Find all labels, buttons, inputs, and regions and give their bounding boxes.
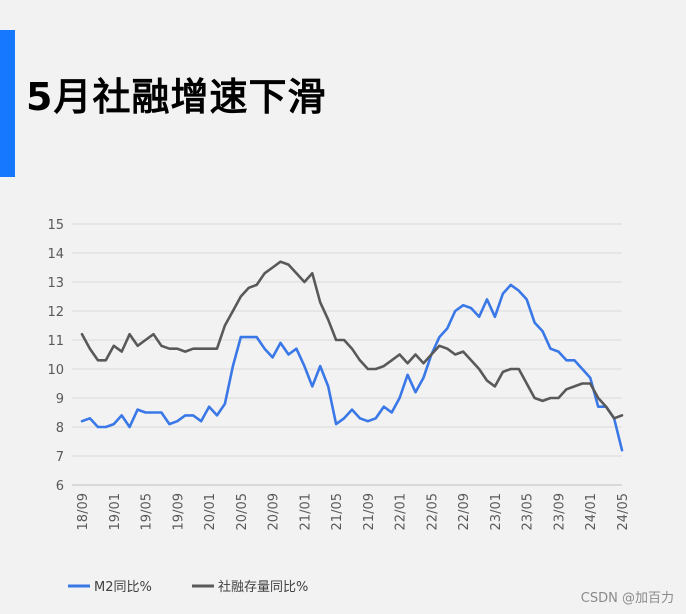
x-tick-label: 19/05 bbox=[140, 493, 155, 530]
y-tick-label: 13 bbox=[47, 276, 64, 291]
legend-label: 社融存量同比% bbox=[218, 579, 308, 595]
series-lines bbox=[80, 260, 624, 452]
legend-label: M2同比% bbox=[94, 580, 152, 595]
x-axis: 18/09 19/01 19/05 19/09 20/01 20/05 20/09 21/01… bbox=[76, 493, 631, 530]
y-tick-label: 9 bbox=[56, 392, 64, 407]
y-tick-label: 7 bbox=[56, 450, 64, 465]
x-tick-label: 22/09 bbox=[457, 493, 472, 530]
legend: M2同比% 社融存量同比% bbox=[68, 579, 308, 595]
y-tick-label: 6 bbox=[56, 479, 64, 494]
y-tick-label: 15 bbox=[47, 218, 64, 233]
x-tick-label: 23/01 bbox=[489, 493, 504, 530]
x-tick-label: 20/01 bbox=[203, 493, 218, 530]
x-tick-label: 18/09 bbox=[76, 493, 91, 530]
y-tick-label: 12 bbox=[47, 305, 64, 320]
x-tick-label: 21/01 bbox=[298, 493, 313, 530]
x-tick-label: 20/09 bbox=[267, 493, 282, 530]
title-accent-bar bbox=[0, 30, 15, 177]
x-tick-label: 23/05 bbox=[521, 493, 536, 530]
y-tick-label: 10 bbox=[47, 363, 64, 378]
watermark: CSDN @加百力 bbox=[580, 591, 674, 606]
gridlines bbox=[72, 223, 622, 486]
x-tick-label: 21/05 bbox=[330, 493, 345, 530]
x-tick-label: 23/09 bbox=[552, 493, 567, 530]
x-tick-label: 19/09 bbox=[171, 493, 186, 530]
x-tick-label: 20/05 bbox=[235, 493, 250, 530]
x-tick-label: 19/01 bbox=[108, 493, 123, 530]
y-tick-label: 8 bbox=[56, 421, 64, 436]
page-title: 5月社融增速下滑 bbox=[26, 75, 327, 119]
x-tick-label: 22/01 bbox=[394, 493, 409, 530]
x-tick-label: 24/05 bbox=[616, 493, 631, 530]
x-tick-label: 24/01 bbox=[584, 493, 599, 530]
x-tick-label: 22/05 bbox=[425, 493, 440, 530]
y-tick-label: 14 bbox=[47, 247, 64, 262]
y-tick-label: 11 bbox=[47, 334, 64, 349]
x-tick-label: 21/09 bbox=[362, 493, 377, 530]
y-axis: 6 7 8 9 10 11 12 13 14 15 bbox=[47, 218, 64, 494]
series-line-1 bbox=[80, 260, 624, 420]
series-line-0 bbox=[80, 283, 624, 452]
